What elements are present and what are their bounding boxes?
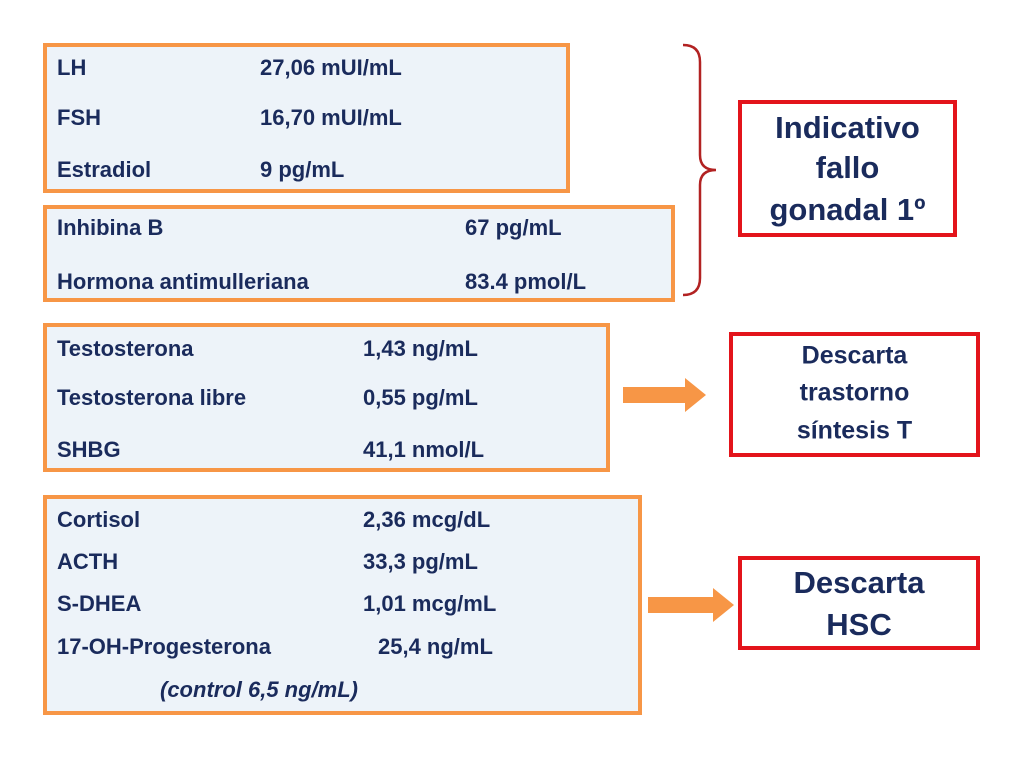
lab-name: FSH	[57, 105, 101, 130]
lab-box	[43, 323, 610, 472]
lab-value: 27,06 mUI/mL	[260, 55, 402, 80]
lab-box	[43, 495, 642, 715]
lab-value: 16,70 mUI/mL	[260, 105, 402, 130]
conclusion-text: trastorno	[799, 378, 910, 407]
conclusion-text: gonadal 1º	[769, 192, 926, 227]
lab-note: (control 6,5 ng/mL)	[160, 677, 358, 702]
arrow	[623, 378, 706, 412]
lab-name: 17-OH-Progesterona	[57, 634, 271, 659]
conclusion-text: fallo	[815, 150, 880, 185]
lab-value: 1,01 mcg/mL	[363, 591, 497, 616]
lab-value: 41,1 nmol/L	[363, 437, 485, 462]
lab-box	[43, 205, 675, 302]
lab-name: S-DHEA	[57, 591, 142, 616]
lab-name: Inhibina B	[57, 215, 164, 240]
lab-name: Estradiol	[57, 157, 152, 182]
lab-name: Testosterona	[57, 336, 194, 361]
conclusion-text: HSC	[826, 607, 892, 642]
lab-value: 9 pg/mL	[260, 157, 345, 182]
lab-name: Hormona antimulleriana	[57, 269, 309, 294]
conclusion-box: Descarta trastorno síntesis T	[729, 332, 980, 457]
conclusion-box: Indicativo fallo gonadal 1º	[738, 100, 957, 237]
lab-value: 0,55 pg/mL	[363, 385, 478, 410]
conclusion-text: Indicativo	[775, 110, 920, 145]
conclusion-box: Descarta HSC	[738, 556, 980, 650]
arrow	[648, 588, 734, 622]
lab-name: SHBG	[57, 437, 121, 462]
conclusion-text: Descarta	[793, 565, 925, 600]
lab-value: 83.4 pmol/L	[465, 269, 587, 294]
lab-name: Cortisol	[57, 507, 141, 532]
lab-value: 1,43 ng/mL	[363, 336, 478, 361]
lab-value: 2,36 mcg/dL	[363, 507, 491, 532]
lab-value: 67 pg/mL	[465, 215, 562, 240]
lab-name: ACTH	[57, 549, 119, 574]
conclusion-text: síntesis T	[796, 416, 913, 445]
lab-name: LH	[57, 55, 87, 80]
lab-box	[43, 43, 570, 193]
lab-value: 25,4 ng/mL	[378, 634, 493, 659]
lab-value: 33,3 pg/mL	[363, 549, 478, 574]
lab-name: Testosterona libre	[57, 385, 247, 410]
brace	[682, 43, 717, 297]
conclusion-text: Descarta	[801, 341, 908, 370]
